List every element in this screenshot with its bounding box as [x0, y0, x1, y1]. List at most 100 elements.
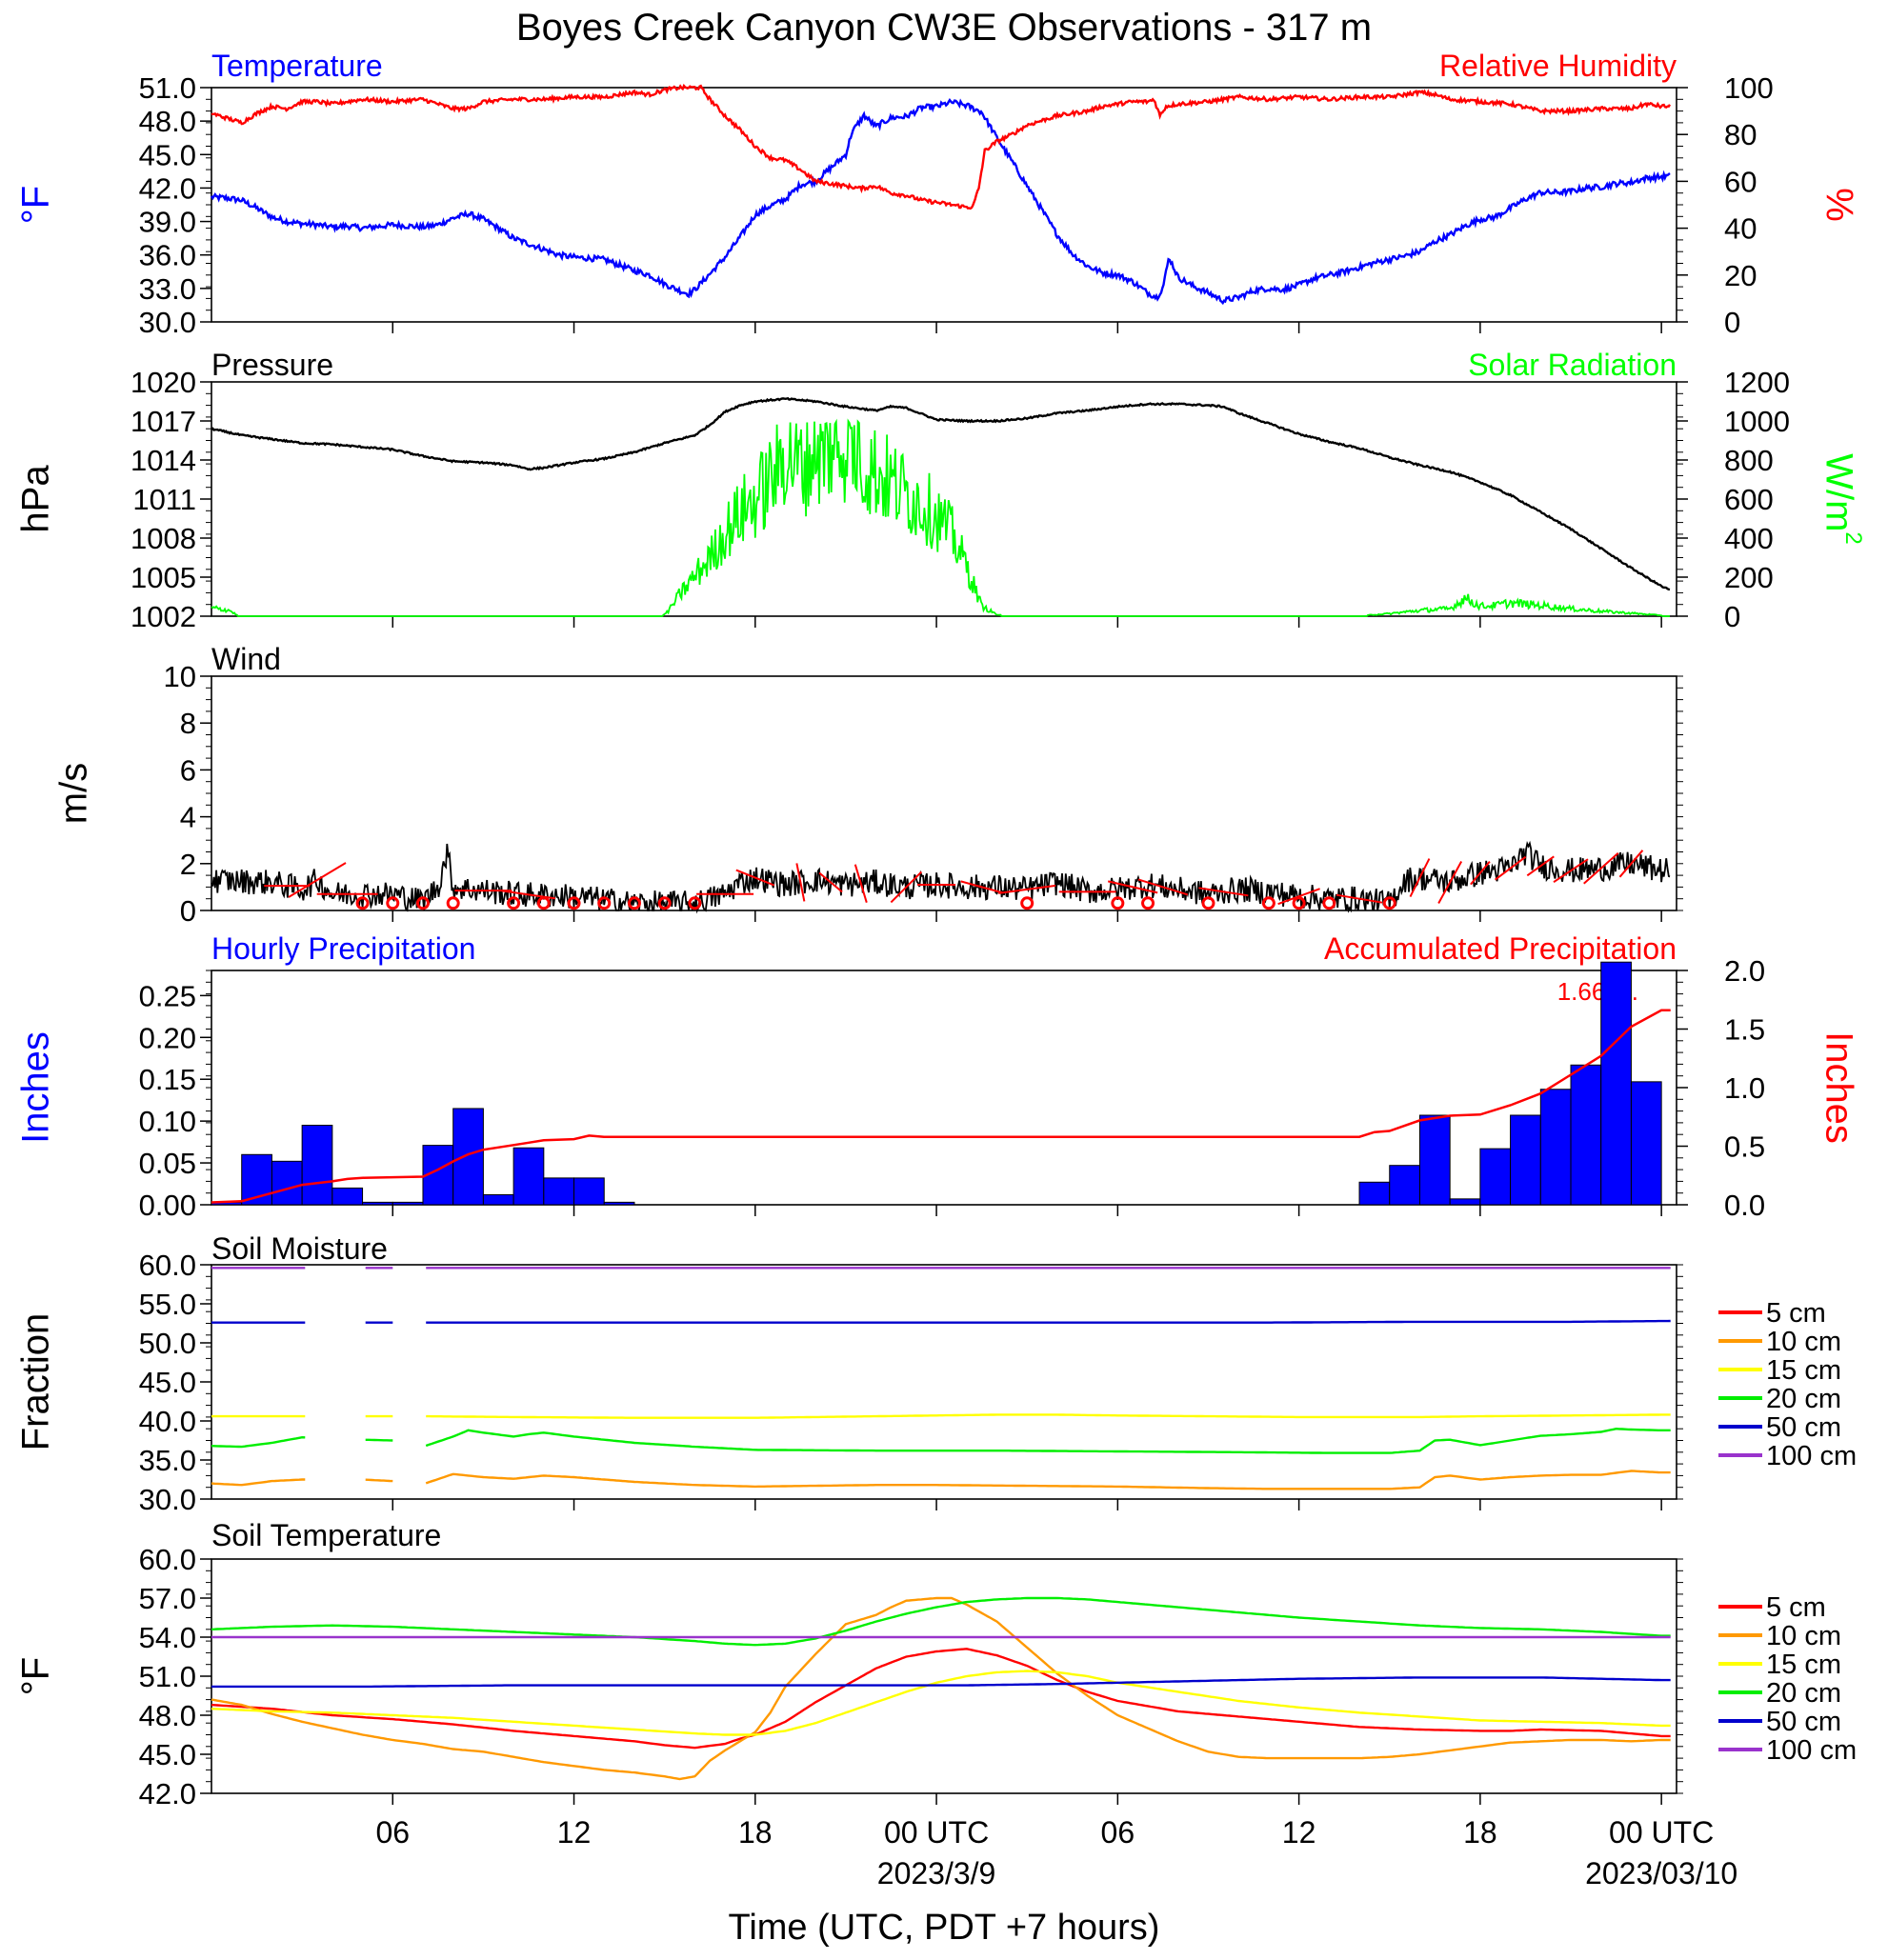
wind-direction-barb: [998, 884, 1056, 894]
wind-direction-barb: [1137, 878, 1189, 896]
x-tick-label: 12: [557, 1815, 592, 1850]
accum-precip-panel-title: Accumulated Precipitation: [1324, 931, 1677, 966]
legend-label: 50 cm: [1766, 1412, 1841, 1443]
series-line-20-cm: [211, 1427, 1671, 1454]
legend-label: 15 cm: [1766, 1355, 1841, 1386]
pressure-solar-panel: Pressure Solar Radiation hPa W/m2 1002 10…: [15, 348, 1866, 633]
svg-text:%: %: [1818, 188, 1859, 222]
series-line-50-cm: [211, 1319, 1671, 1324]
legend-label: 100 cm: [1766, 1441, 1857, 1471]
y-right-tick-label: 100: [1724, 71, 1774, 105]
solar-y-axis-label: W/m2: [1818, 453, 1865, 545]
wind-direction-barb: [1107, 880, 1158, 894]
wind-direction-barb: [1526, 855, 1555, 877]
wind-panel: Wind m/s 0 2 4 6 8 10: [53, 642, 1683, 928]
y-right-tick-label: 80: [1724, 118, 1757, 151]
y-left-tick-label: 45.0: [139, 1738, 196, 1771]
wind-direction-barb: [795, 863, 806, 902]
y-right-tick-label: 0: [1724, 306, 1740, 339]
wind-direction-barb: [1470, 860, 1491, 886]
soil-moisture-panel: Soil Moisture Fraction 30.0 35.0 40.0 45.0 5…: [15, 1231, 1858, 1516]
series-line-10-cm: [211, 1596, 1671, 1781]
y-right-tick-label: 600: [1724, 483, 1774, 516]
svg-text:°F: °F: [15, 186, 57, 224]
soil-moisture-y-axis-label: Fraction: [15, 1313, 57, 1451]
series-line-15-cm: [211, 1670, 1671, 1736]
wind-direction-barb: [1494, 855, 1527, 881]
soil-temperature-y-axis-label: °F: [15, 1657, 57, 1695]
series-line-relative-humidity: [211, 83, 1672, 210]
wind-direction-barb: [1618, 850, 1644, 878]
wind-direction-barb: [960, 880, 1003, 894]
calm-wind-marker: [415, 896, 430, 910]
y-right-tick-label: 1000: [1724, 405, 1790, 438]
solar-panel-title: Solar Radiation: [1468, 348, 1677, 382]
precip-bar: [1630, 1081, 1662, 1206]
precip-bar: [543, 1177, 575, 1206]
legend-label: 15 cm: [1766, 1650, 1841, 1680]
y-left-tick-label: 0.20: [139, 1021, 196, 1054]
temperature-panel-title: Temperature: [211, 49, 383, 83]
x-date-label: 2023/3/9: [877, 1856, 996, 1890]
y-left-tick-label: 0.00: [139, 1189, 196, 1222]
precip-bar: [1479, 1148, 1512, 1206]
calm-wind-marker: [446, 896, 460, 910]
calm-wind-marker: [1261, 896, 1275, 910]
precip-bar: [1358, 1181, 1391, 1206]
precip-bar: [573, 1177, 605, 1206]
y-left-tick-label: 1008: [131, 522, 196, 555]
calm-wind-marker: [627, 896, 641, 910]
temperature-humidity-panel: Temperature Relative Humidity °F % 30.03…: [15, 49, 1860, 339]
wind-direction-barb: [1277, 888, 1320, 906]
precip-bar: [331, 1187, 364, 1206]
y-right-tick-label: 1.5: [1724, 1013, 1765, 1047]
calm-wind-marker: [567, 896, 581, 910]
precip-bar: [1449, 1198, 1481, 1206]
y-left-tick-label: 1014: [131, 444, 196, 477]
wind-direction-barb: [1409, 858, 1431, 898]
y-right-tick-label: 200: [1724, 561, 1774, 594]
precipitation-panel: Hourly Precipitation Accumulated Precipi…: [15, 931, 1860, 1222]
y-left-tick-label: 2: [180, 848, 196, 881]
precip-bar: [1510, 1114, 1541, 1206]
soil-temperature-panel-title: Soil Temperature: [211, 1518, 441, 1552]
series-line-solar-radiation: [211, 418, 1670, 617]
y-right-tick-label: 60: [1724, 165, 1757, 198]
precip-bar: [452, 1108, 484, 1206]
calm-wind-marker: [355, 896, 370, 910]
y-left-tick-label: 42.0: [139, 1777, 196, 1810]
y-left-tick-label: 48.0: [139, 1699, 196, 1732]
precip-bar: [301, 1125, 333, 1206]
series-line-5-cm: [211, 1648, 1671, 1750]
accumulated-precip-line: [211, 1009, 1671, 1204]
legend-label: 20 cm: [1766, 1384, 1841, 1414]
calm-wind-marker: [597, 896, 612, 910]
wind-y-axis-label: m/s: [53, 763, 95, 824]
wind-direction-barb: [1437, 861, 1463, 904]
pressure-panel-title: Pressure: [211, 348, 333, 382]
x-tick-label: 00 UTC: [884, 1815, 989, 1850]
y-left-tick-label: 30.0: [139, 306, 196, 339]
y-left-tick-label: 33.0: [139, 272, 196, 306]
x-tick-label: 06: [1101, 1815, 1135, 1850]
svg-text:Fraction: Fraction: [15, 1313, 57, 1451]
precip-bar: [392, 1201, 424, 1206]
y-left-tick-label: 45.0: [139, 1366, 196, 1399]
series-line-20-cm: [211, 1596, 1671, 1647]
y-left-tick-label: 51.0: [139, 71, 196, 105]
calm-wind-marker: [536, 896, 551, 910]
precip-bar: [512, 1147, 545, 1206]
x-tick-label: 18: [1463, 1815, 1497, 1850]
precip-bar: [362, 1201, 393, 1206]
y-left-tick-label: 1005: [131, 561, 196, 594]
y-left-tick-label: 4: [180, 801, 196, 834]
accum-precip-y-axis-label: Inches: [1818, 1031, 1859, 1144]
calm-wind-marker: [1020, 896, 1034, 910]
series-line-temperature: [210, 98, 1671, 306]
precip-bar: [1570, 1064, 1602, 1206]
series-line-wind: [211, 840, 1671, 914]
precip-bar: [241, 1153, 272, 1206]
legend-label: 20 cm: [1766, 1678, 1841, 1709]
y-right-tick-label: 0: [1724, 600, 1740, 633]
